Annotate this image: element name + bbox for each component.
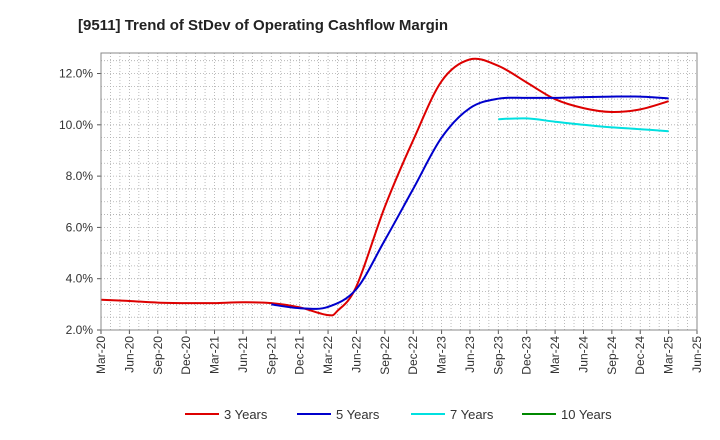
x-tick-label: Mar-23 xyxy=(435,336,449,374)
x-tick-label: Dec-22 xyxy=(406,336,420,375)
x-tick-label: Jun-22 xyxy=(349,336,363,373)
x-tick-label: Sep-23 xyxy=(491,336,505,375)
x-axis: Mar-20 Jun-20 Sep-20 Dec-20 Mar-21 Jun-21 Sep-… xyxy=(94,330,704,375)
x-tick-label: Dec-21 xyxy=(293,336,307,375)
plot-frame xyxy=(100,52,698,331)
x-tick-label: Sep-22 xyxy=(378,336,392,375)
y-tick-label: 4.0% xyxy=(66,272,94,286)
legend-label-3-years: 3 Years xyxy=(224,407,268,422)
y-tick-label: 10.0% xyxy=(59,118,93,132)
x-tick-label: Jun-21 xyxy=(236,336,250,373)
x-tick-label: Mar-24 xyxy=(548,336,562,374)
x-tick-label: Mar-22 xyxy=(321,336,335,374)
y-tick-label: 8.0% xyxy=(66,169,94,183)
x-tick-label: Dec-23 xyxy=(520,336,534,375)
legend-label-5-years: 5 Years xyxy=(336,407,380,422)
x-tick-label: Dec-20 xyxy=(179,336,193,375)
y-tick-label: 6.0% xyxy=(66,220,94,234)
x-tick-label: Mar-25 xyxy=(662,336,676,374)
x-tick-label: Sep-24 xyxy=(605,336,619,375)
plot-area xyxy=(101,53,697,330)
y-tick-label: 12.0% xyxy=(59,67,93,81)
legend-label-10-years: 10 Years xyxy=(561,407,612,422)
x-tick-label: Sep-20 xyxy=(151,336,165,375)
gridlines xyxy=(100,53,698,331)
x-tick-label: Jun-23 xyxy=(463,336,477,373)
x-tick-label: Jun-25 xyxy=(690,336,704,373)
legend-label-7-years: 7 Years xyxy=(450,407,494,422)
series-line-5-years xyxy=(271,95,669,310)
x-tick-label: Jun-20 xyxy=(122,336,136,373)
series-line-7-years xyxy=(498,117,669,133)
y-axis: 2.0% 4.0% 6.0% 8.0% 10.0% 12.0% xyxy=(59,67,101,337)
x-tick-label: Dec-24 xyxy=(633,336,647,375)
x-tick-label: Jun-24 xyxy=(576,336,590,373)
x-tick-label: Mar-21 xyxy=(208,336,222,374)
series-layer xyxy=(100,57,669,317)
chart-title: [9511] Trend of StDev of Operating Cashf… xyxy=(78,17,448,34)
x-tick-label: Mar-20 xyxy=(94,336,108,374)
series-line-3-years xyxy=(100,57,669,317)
y-tick-label: 2.0% xyxy=(66,323,94,337)
x-tick-label: Sep-21 xyxy=(264,336,278,375)
legend: 3 Years 5 Years 7 Years 10 Years xyxy=(185,407,612,422)
